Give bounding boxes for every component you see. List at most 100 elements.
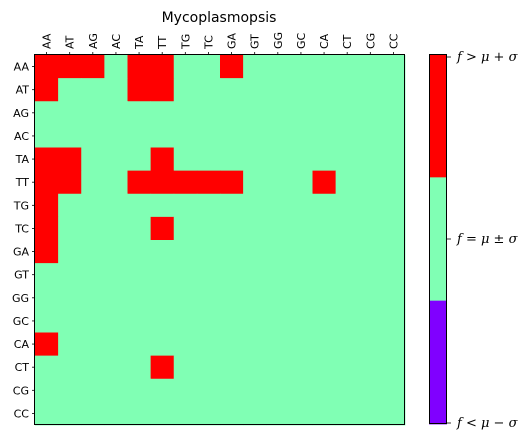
heatmap-cell	[173, 332, 198, 357]
heatmap-cell	[104, 101, 128, 125]
heatmap-cell	[381, 355, 406, 380]
heatmap-cell	[81, 147, 105, 172]
heatmap-cells	[35, 55, 406, 426]
heatmap-cell	[266, 378, 290, 403]
heatmap-cell	[81, 286, 105, 310]
heatmap-cell	[58, 378, 82, 403]
heatmap-cell	[220, 147, 244, 172]
heatmap-cell	[196, 193, 221, 218]
colorbar-segment	[429, 54, 447, 178]
heatmap-cell	[266, 216, 290, 241]
heatmap-cell	[243, 216, 267, 241]
heatmap-cell	[243, 170, 267, 195]
heatmap-cell	[381, 309, 406, 333]
heatmap-cell	[358, 355, 383, 380]
heatmap-cell	[35, 332, 59, 357]
heatmap-cell	[150, 286, 175, 310]
heatmap-cell	[312, 263, 337, 287]
heatmap-cell	[220, 401, 244, 426]
heatmap-cell	[312, 216, 337, 241]
heatmap-cell	[220, 216, 244, 241]
heatmap-cell	[358, 101, 383, 125]
heatmap-cell	[266, 332, 290, 357]
heatmap-cell	[266, 78, 290, 102]
heatmap-cell	[381, 401, 406, 426]
heatmap-cell	[335, 216, 360, 241]
heatmap-cell	[220, 240, 244, 264]
heatmap-cell	[173, 124, 198, 148]
heatmap-cell	[150, 147, 175, 172]
heatmap-cell	[220, 78, 244, 102]
x-tick-label: GG	[272, 32, 285, 49]
heatmap-cell	[358, 286, 383, 310]
heatmap-cell	[266, 355, 290, 380]
heatmap-cell	[243, 286, 267, 310]
heatmap-cell	[150, 55, 175, 79]
heatmap-cell	[81, 240, 105, 264]
heatmap-cell	[104, 147, 128, 172]
heatmap-cell	[220, 193, 244, 218]
heatmap-cell	[266, 240, 290, 264]
heatmap-cell	[58, 401, 82, 426]
heatmap-cell	[312, 147, 337, 172]
heatmap-cell	[358, 401, 383, 426]
heatmap-cell	[335, 78, 360, 102]
heatmap-cell	[104, 378, 128, 403]
heatmap-cell	[220, 101, 244, 125]
heatmap-cell	[289, 55, 313, 79]
heatmap-cell	[243, 240, 267, 264]
heatmap-cell	[58, 263, 82, 287]
heatmap-cell	[243, 332, 267, 357]
heatmap-cell	[104, 263, 128, 287]
heatmap-cell	[358, 332, 383, 357]
heatmap-cell	[289, 147, 313, 172]
heatmap-cell	[35, 101, 59, 125]
heatmap-cell	[335, 309, 360, 333]
heatmap-cell	[381, 124, 406, 148]
y-tick-label: CG	[13, 384, 29, 397]
plot-frame	[34, 54, 405, 425]
heatmap-cell	[127, 332, 152, 357]
heatmap-cell	[196, 170, 221, 195]
heatmap-cell	[81, 193, 105, 218]
y-tick-label: TC	[14, 222, 29, 235]
heatmap-cell	[196, 309, 221, 333]
heatmap-cell	[58, 55, 82, 79]
heatmap-cell	[104, 355, 128, 380]
heatmap-cell	[289, 378, 313, 403]
heatmap-cell	[243, 378, 267, 403]
x-tick-label: TA	[133, 35, 146, 50]
heatmap-cell	[127, 78, 152, 102]
heatmap-cell	[358, 216, 383, 241]
heatmap-cell	[381, 170, 406, 195]
heatmap-cell	[312, 124, 337, 148]
heatmap-cell	[127, 147, 152, 172]
heatmap-cell	[381, 378, 406, 403]
y-tick-label: AT	[16, 84, 30, 97]
heatmap-cell	[289, 401, 313, 426]
x-tick-label: AT	[64, 35, 77, 49]
x-tick-label: CA	[318, 33, 331, 49]
heatmap-cell	[196, 78, 221, 102]
heatmap-cell	[243, 309, 267, 333]
x-tick-label: AA	[41, 33, 54, 49]
heatmap-cell	[127, 216, 152, 241]
heatmap-cell	[312, 193, 337, 218]
x-tick-label: GC	[295, 32, 308, 49]
heatmap-cell	[127, 193, 152, 218]
x-tick-label: CC	[387, 33, 400, 49]
heatmap-cell	[58, 170, 82, 195]
x-tick-label: AG	[87, 33, 100, 49]
heatmap-cell	[81, 55, 105, 79]
heatmap-cell	[81, 355, 105, 380]
heatmap-cell	[266, 193, 290, 218]
x-tick-label: GA	[226, 32, 239, 49]
heatmap-cell	[104, 193, 128, 218]
heatmap-cell	[127, 170, 152, 195]
heatmap-cell	[173, 78, 198, 102]
heatmap-cell	[243, 78, 267, 102]
heatmap-cell	[35, 263, 59, 287]
heatmap-cell	[104, 78, 128, 102]
heatmap-cell	[312, 286, 337, 310]
heatmap-cell	[358, 240, 383, 264]
